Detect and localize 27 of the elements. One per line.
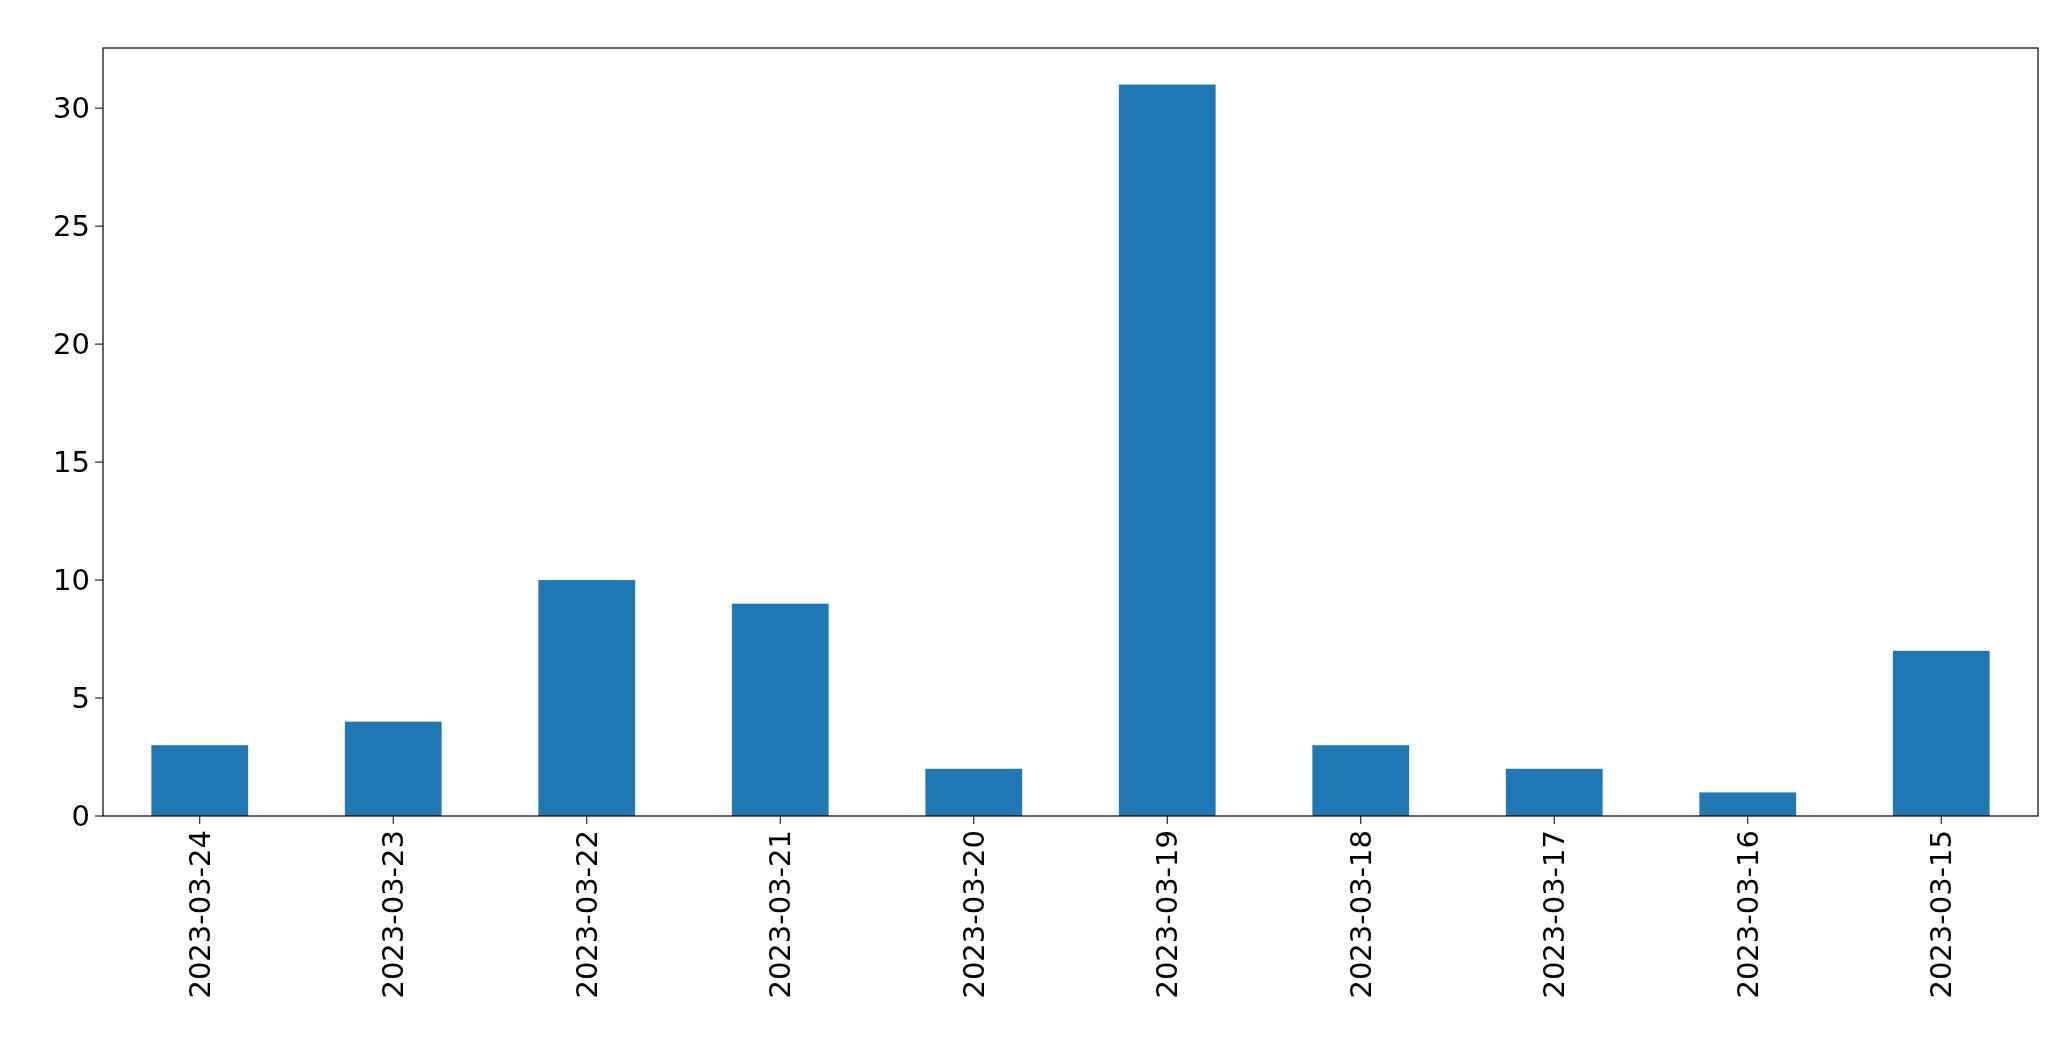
x-tick-label: 2023-03-18	[1343, 830, 1378, 999]
x-tick-label: 2023-03-23	[376, 830, 411, 999]
bar	[1699, 792, 1797, 816]
y-tick-label: 0	[71, 799, 90, 834]
y-tick-label: 5	[71, 681, 90, 716]
y-tick-label: 20	[53, 327, 90, 362]
y-tick-label: 30	[53, 91, 90, 126]
y-tick-label: 25	[53, 209, 90, 244]
bar	[925, 768, 1023, 816]
x-tick-label: 2023-03-21	[763, 830, 798, 999]
bar	[1892, 650, 1990, 816]
bar	[1312, 745, 1410, 816]
bar	[1118, 84, 1216, 816]
x-tick-label: 2023-03-20	[956, 830, 991, 999]
x-tick-label: 2023-03-17	[1537, 830, 1572, 999]
bar	[731, 603, 829, 816]
x-tick-label: 2023-03-15	[1924, 830, 1959, 999]
x-tick-label: 2023-03-24	[182, 830, 217, 999]
x-tick-label: 2023-03-16	[1730, 830, 1765, 999]
x-tick-label: 2023-03-19	[1150, 830, 1185, 999]
y-tick-label: 15	[53, 445, 90, 480]
bar	[344, 721, 442, 816]
bar	[151, 745, 249, 816]
x-tick-label: 2023-03-22	[569, 830, 604, 999]
y-tick-label: 10	[53, 563, 90, 598]
bar	[1505, 768, 1603, 816]
bar	[538, 580, 636, 816]
